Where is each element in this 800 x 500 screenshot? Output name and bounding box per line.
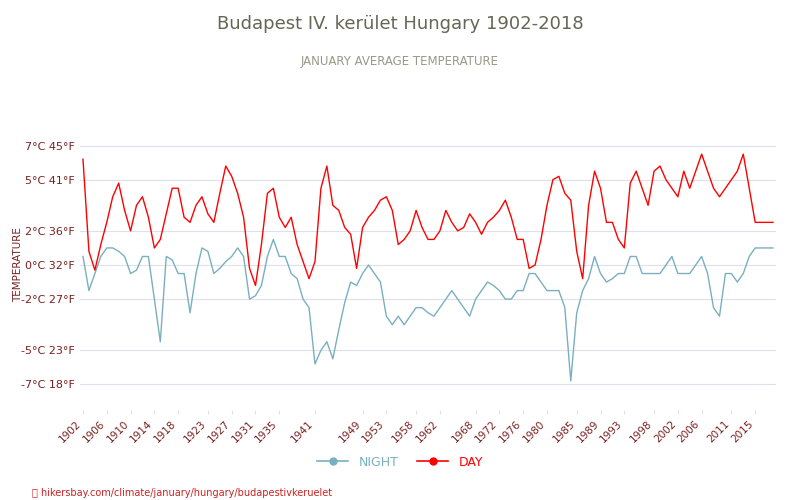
- Text: JANUARY AVERAGE TEMPERATURE: JANUARY AVERAGE TEMPERATURE: [301, 55, 499, 68]
- Text: 📍 hikersbay.com/climate/january/hungary/budapestivkeruelet: 📍 hikersbay.com/climate/january/hungary/…: [32, 488, 332, 498]
- Text: Budapest IV. kerület Hungary 1902-2018: Budapest IV. kerület Hungary 1902-2018: [217, 15, 583, 33]
- Y-axis label: TEMPERATURE: TEMPERATURE: [14, 228, 23, 302]
- Legend: NIGHT, DAY: NIGHT, DAY: [312, 451, 488, 474]
